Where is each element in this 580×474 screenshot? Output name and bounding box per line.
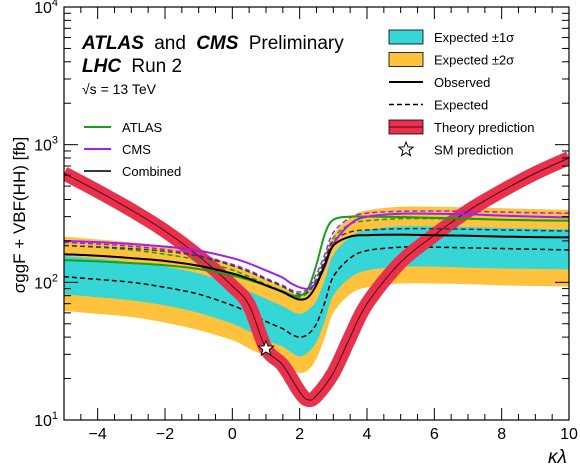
run-label: Run 2 xyxy=(131,56,182,77)
legend-sm-star-icon xyxy=(397,140,415,157)
legend-band1-swatch xyxy=(388,29,424,45)
legend-solid-label: Observed xyxy=(434,75,490,90)
x-tick-label: 2 xyxy=(295,426,304,443)
axes-layer: −4 −2 0 2 4 6 8 10 101 102 103 104 xyxy=(34,0,578,443)
legend-cms-label: CMS xyxy=(122,142,151,157)
legend-right: Expected ±1σ Expected ±2σ Observed Expected… xyxy=(388,29,534,158)
legend-left: ATLAS CMS Combined xyxy=(84,120,181,179)
expected-1sigma-band xyxy=(64,226,569,357)
legend-atlas-label: ATLAS xyxy=(122,120,163,135)
x-tick-label: 4 xyxy=(363,426,372,443)
header-and: and xyxy=(154,33,186,54)
header-line-2: LHC Run 2 xyxy=(82,56,182,77)
y-axis-label: σggF + VBF(HH) [fb] xyxy=(10,137,29,293)
combined-observed-line xyxy=(64,233,569,301)
x-tick-label: −4 xyxy=(89,426,107,443)
header-status: Preliminary xyxy=(249,33,345,54)
header-line-1: ATLAS and CMS Preliminary xyxy=(81,33,344,54)
experiment-cms: CMS xyxy=(196,33,239,54)
collider-name: LHC xyxy=(82,56,121,77)
plot-area xyxy=(64,151,569,408)
limit-lines-layer xyxy=(64,210,569,301)
x-axis-label: κλ xyxy=(548,447,567,468)
y-tick-label: 101 xyxy=(34,410,58,430)
y-tick-label: 103 xyxy=(34,135,58,155)
legend-band1-label: Expected ±1σ xyxy=(434,30,514,45)
experiment-atlas: ATLAS xyxy=(81,33,144,54)
expected-bands-layer xyxy=(64,206,569,373)
cms-observed-line xyxy=(64,212,569,290)
legend-band2-label: Expected ±2σ xyxy=(434,53,514,68)
y-axis-title: σggF + VBF(HH) [fb] xyxy=(10,137,29,293)
legend-combined-label: Combined xyxy=(122,164,181,179)
x-tick-label: 10 xyxy=(560,426,578,443)
x-tick-label: 6 xyxy=(430,426,439,443)
x-tick-label: −2 xyxy=(156,426,174,443)
y-tick-label: 102 xyxy=(34,272,58,292)
legend-band2-swatch xyxy=(388,52,424,67)
x-tick-label: 8 xyxy=(497,426,506,443)
legend-theory-label: Theory prediction xyxy=(434,120,534,135)
sm-prediction-star xyxy=(257,339,275,357)
x-tick-label: 0 xyxy=(228,426,237,443)
combined-expected-line xyxy=(64,227,569,295)
marker-layer xyxy=(257,339,275,357)
y-tick-label: 104 xyxy=(34,0,58,17)
legend-dashed-label: Expected xyxy=(434,98,488,113)
energy-label: √s = 13 TeV xyxy=(82,81,157,97)
legend-star-label: SM prediction xyxy=(434,143,513,158)
